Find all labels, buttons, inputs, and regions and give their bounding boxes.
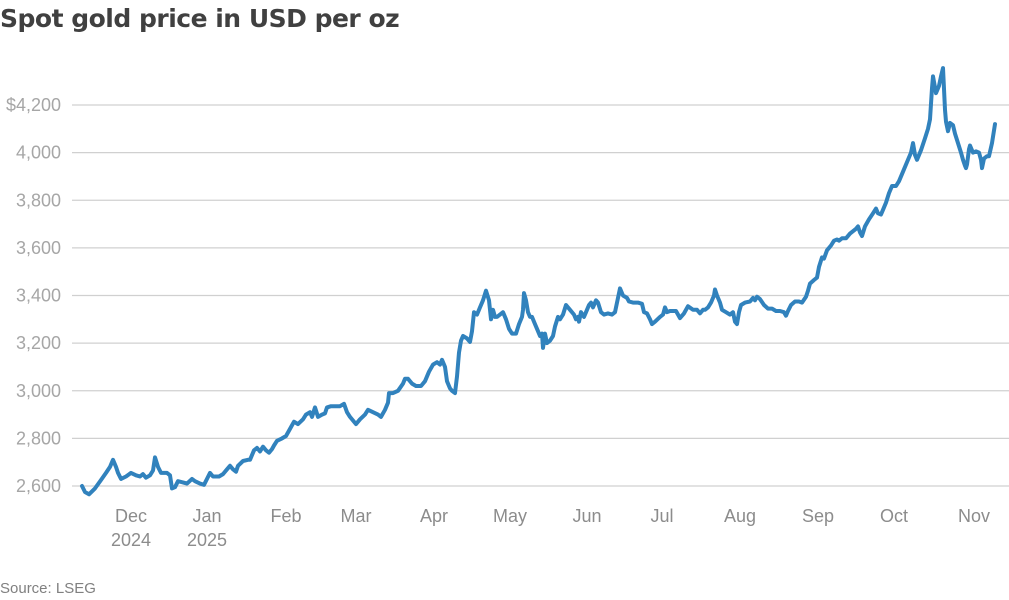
x-tick-label: Sep — [802, 506, 834, 526]
y-tick-label: 2,800 — [16, 428, 61, 448]
x-tick-label: Oct — [880, 506, 908, 526]
x-tick-label: Jul — [650, 506, 673, 526]
x-tick-label: Jan — [192, 506, 221, 526]
x-axis-ticks: Dec 2024 Jan 2025 Feb Mar Apr May Jun Jul Aug Sep Oc… — [111, 506, 990, 550]
gold-price-line — [80, 66, 997, 497]
y-tick-label: 3,200 — [16, 333, 61, 353]
gridlines — [72, 104, 1009, 487]
x-tick-label: Dec — [115, 506, 147, 526]
source-note: Source: LSEG — [0, 580, 96, 597]
y-tick-label: 3,000 — [16, 381, 61, 401]
x-tick-year-label: 2025 — [187, 530, 227, 550]
x-tick-label: Nov — [958, 506, 990, 526]
y-tick-label: $4,200 — [6, 95, 61, 115]
chart-title: Spot gold price in USD per oz — [0, 4, 400, 33]
x-tick-label: Apr — [420, 506, 448, 526]
x-tick-label: May — [493, 506, 527, 526]
y-tick-label: 3,400 — [16, 286, 61, 306]
y-tick-label: 3,800 — [16, 190, 61, 210]
y-tick-label: 2,600 — [16, 476, 61, 496]
y-axis-ticks: $4,200 4,000 3,800 3,600 3,400 3,200 3,000 2,80… — [6, 95, 61, 496]
y-tick-label: 3,600 — [16, 238, 61, 258]
x-tick-year-label: 2024 — [111, 530, 151, 550]
x-tick-label: Aug — [724, 506, 756, 526]
x-tick-label: Feb — [270, 506, 301, 526]
y-tick-label: 4,000 — [16, 143, 61, 163]
x-tick-label: Jun — [572, 506, 601, 526]
x-tick-label: Mar — [341, 506, 372, 526]
